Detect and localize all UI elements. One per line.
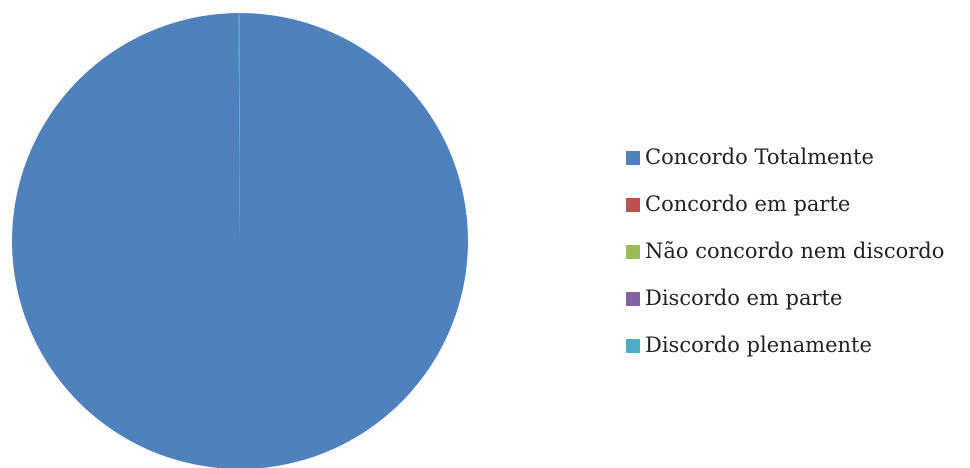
legend-label-discordo-em-parte: Discordo em parte xyxy=(645,286,843,310)
legend-item-concordo-totalmente: Concordo Totalmente xyxy=(626,134,944,181)
legend-item-nao-concordo-nem-discordo: Não concordo nem discordo xyxy=(626,228,944,275)
legend-swatch-nao-concordo-nem-discordo xyxy=(626,244,640,259)
legend-label-concordo-em-parte: Concordo em parte xyxy=(645,192,851,216)
legend-item-discordo-em-parte: Discordo em parte xyxy=(626,275,944,322)
legend-swatch-discordo-plenamente xyxy=(626,338,640,353)
legend-swatch-concordo-em-parte xyxy=(626,197,640,212)
legend-label-nao-concordo-nem-discordo: Não concordo nem discordo xyxy=(645,239,945,263)
legend-swatch-discordo-em-parte xyxy=(626,291,640,306)
legend-swatch-concordo-totalmente xyxy=(626,150,640,165)
pie-slice-concordo-totalmente xyxy=(12,13,468,468)
chart-legend: Concordo Totalmente Concordo em parte Nã… xyxy=(626,134,944,369)
legend-item-discordo-plenamente: Discordo plenamente xyxy=(626,322,944,369)
legend-label-discordo-plenamente: Discordo plenamente xyxy=(645,333,872,357)
pie-slices xyxy=(12,13,468,468)
legend-label-concordo-totalmente: Concordo Totalmente xyxy=(645,145,874,169)
pie-slice-discordo-plenamente xyxy=(238,13,240,241)
legend-item-concordo-em-parte: Concordo em parte xyxy=(626,181,944,228)
